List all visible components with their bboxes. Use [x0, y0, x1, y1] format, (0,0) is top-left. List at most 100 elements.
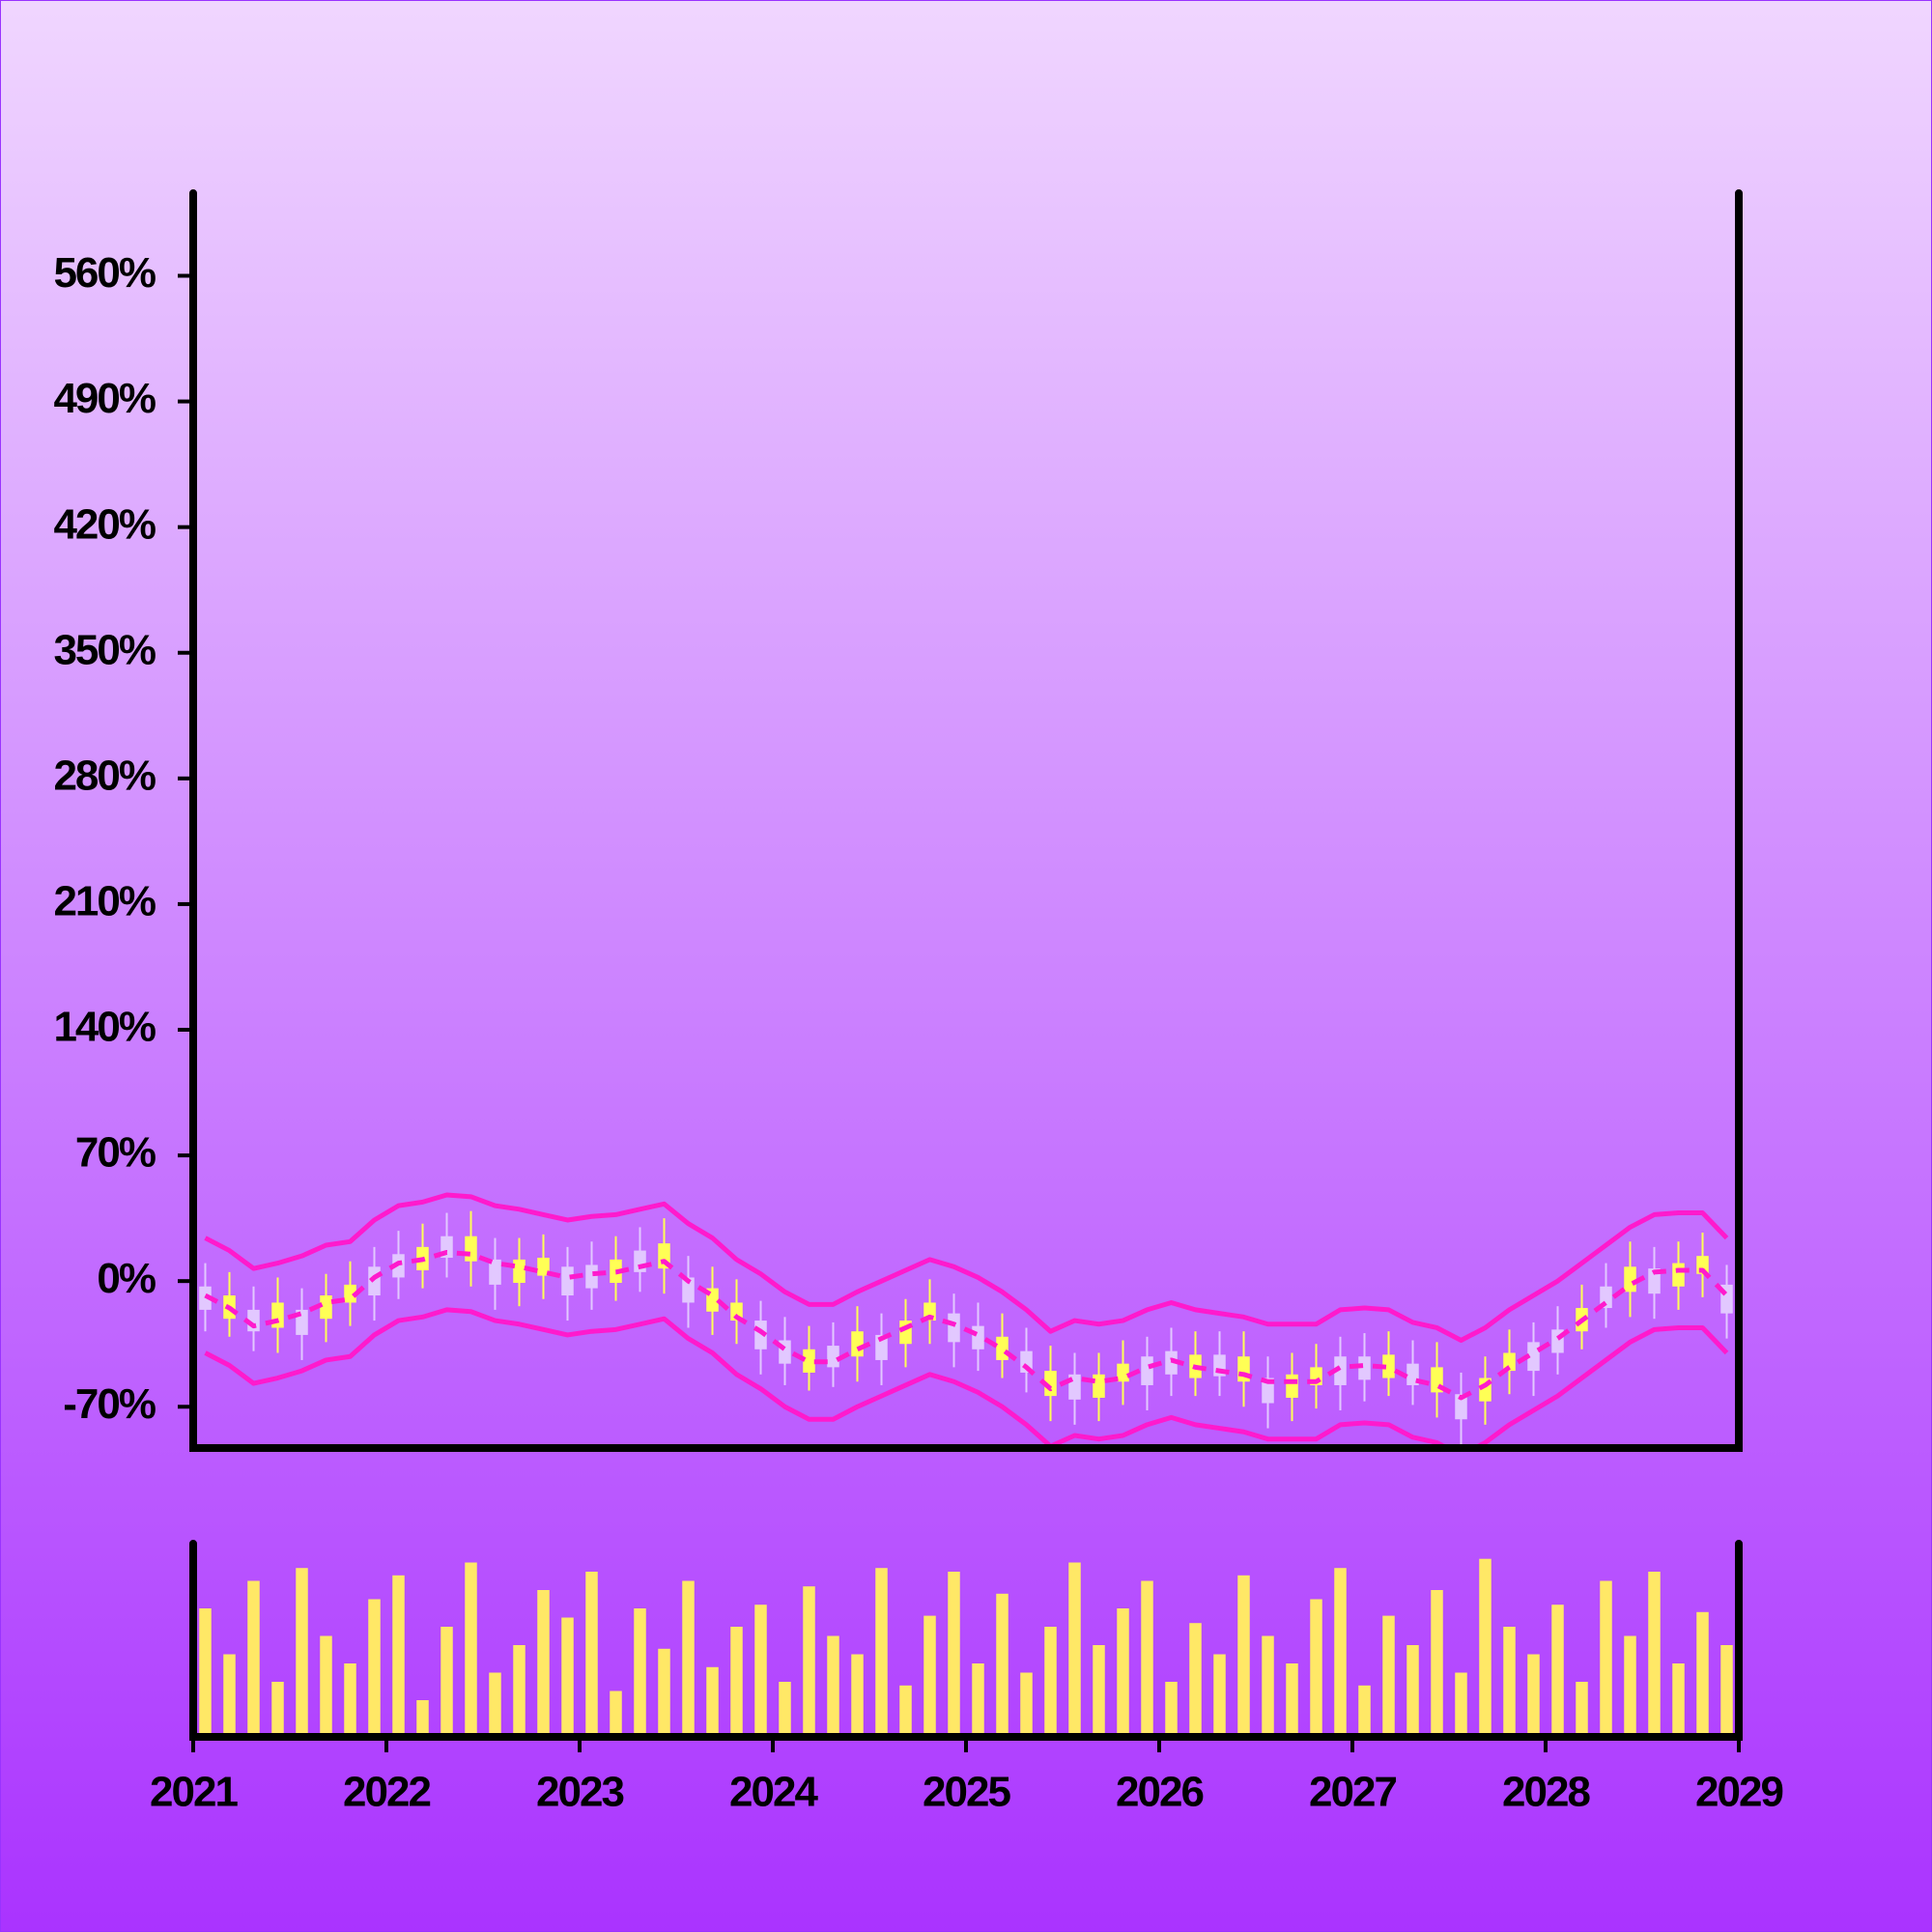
- candle-body: [489, 1259, 501, 1285]
- candle-body: [803, 1349, 815, 1373]
- candle-body: [972, 1325, 984, 1350]
- volume-bar: [1431, 1590, 1443, 1737]
- volume-bar: [1044, 1627, 1057, 1737]
- volume-bar: [1189, 1623, 1202, 1737]
- volume-bar: [1093, 1645, 1105, 1737]
- volume-bar: [1503, 1627, 1516, 1737]
- candle-body: [1117, 1363, 1129, 1382]
- candle-body: [682, 1277, 695, 1303]
- y-tick-label: 350%: [53, 626, 155, 673]
- candle-body: [948, 1313, 960, 1343]
- candle-body: [1624, 1266, 1636, 1293]
- candle-body: [1358, 1356, 1371, 1380]
- y-tick-label: -70%: [63, 1380, 156, 1428]
- candle-body: [1262, 1378, 1274, 1404]
- volume-bar: [537, 1590, 550, 1737]
- y-tick-label: 420%: [53, 500, 155, 548]
- lower-band: [204, 1307, 1729, 1448]
- volume-bar: [875, 1568, 888, 1737]
- volume-bar: [706, 1666, 719, 1737]
- y-tick-label: 560%: [53, 249, 155, 297]
- volume-bar: [1600, 1580, 1612, 1737]
- x-tick-label: 2026: [1116, 1769, 1203, 1816]
- volume-bar: [1551, 1605, 1564, 1737]
- volume-bar: [344, 1663, 356, 1737]
- candle-body: [875, 1334, 888, 1360]
- candle-body: [368, 1266, 381, 1296]
- volume-bar: [730, 1627, 743, 1737]
- volume-bar: [561, 1617, 574, 1737]
- candle-body: [1455, 1394, 1467, 1420]
- volume-bar: [754, 1605, 767, 1737]
- candle-body: [344, 1284, 356, 1303]
- volume-bar: [1576, 1682, 1588, 1737]
- volume-bar: [489, 1672, 501, 1737]
- volume-bar: [972, 1663, 984, 1737]
- candle-body: [1406, 1363, 1419, 1385]
- volume-bar: [1141, 1580, 1153, 1737]
- volume-bar: [392, 1575, 405, 1737]
- x-tick-label: 2029: [1695, 1769, 1782, 1816]
- volume-area: [199, 1558, 1733, 1737]
- volume-bar: [610, 1690, 622, 1737]
- y-tick-label: 140%: [53, 1004, 155, 1051]
- volume-bar: [1527, 1654, 1540, 1737]
- volume-bar: [1672, 1663, 1685, 1737]
- volume-bar: [1696, 1611, 1709, 1737]
- volume-bar: [1455, 1672, 1467, 1737]
- x-tick-label: 2025: [923, 1769, 1010, 1816]
- volume-bar: [320, 1635, 332, 1737]
- volume-bar: [1020, 1672, 1033, 1737]
- candle-body: [1093, 1374, 1105, 1398]
- candle-body: [537, 1258, 550, 1276]
- volume-bar: [1334, 1568, 1347, 1737]
- candle-body: [465, 1236, 477, 1262]
- candle-body: [1044, 1371, 1057, 1397]
- volume-bar: [996, 1593, 1009, 1737]
- axes: -70% 0% 70% 140% 210% 280% 350% 420% 490% 560% 202…: [53, 189, 1784, 1816]
- x-tick-label: 2021: [150, 1769, 238, 1816]
- candle-body: [1672, 1263, 1685, 1287]
- volume-bar: [1479, 1558, 1492, 1737]
- candle-body: [1165, 1350, 1178, 1375]
- volume-bar: [368, 1599, 381, 1737]
- volume-bar: [1262, 1635, 1274, 1737]
- volume-bar: [1720, 1645, 1733, 1737]
- volume-bar: [779, 1682, 791, 1737]
- volume-bar: [1382, 1615, 1395, 1737]
- candle-body: [1648, 1268, 1661, 1294]
- volume-bar: [923, 1615, 936, 1737]
- volume-bar: [199, 1608, 212, 1737]
- y-tick-label: 210%: [53, 878, 155, 925]
- volume-bar: [465, 1562, 477, 1737]
- candle-body: [561, 1266, 574, 1296]
- main-frame: [189, 189, 1743, 1452]
- volume-bar: [513, 1645, 526, 1737]
- candle-body: [585, 1264, 598, 1289]
- volume-bar: [296, 1568, 308, 1737]
- y-tick-label: 70%: [75, 1129, 156, 1177]
- volume-bar: [416, 1700, 429, 1737]
- volume-bar: [948, 1572, 960, 1737]
- x-tick-label: 2028: [1502, 1769, 1590, 1816]
- candle-body: [1382, 1354, 1395, 1378]
- candle-body: [851, 1331, 864, 1357]
- candle-body: [320, 1295, 332, 1320]
- upper-band: [204, 1192, 1729, 1343]
- volume-bar: [1648, 1572, 1661, 1737]
- candle-body: [827, 1346, 839, 1368]
- volume-bar: [1624, 1635, 1636, 1737]
- volume-bar: [1068, 1562, 1081, 1737]
- plot-area: [199, 1192, 1733, 1448]
- volume-bar: [1406, 1645, 1419, 1737]
- volume-bar: [1213, 1654, 1226, 1737]
- x-tick-label: 2022: [343, 1769, 430, 1816]
- candle-body: [1334, 1356, 1347, 1385]
- candle-body: [1286, 1374, 1298, 1398]
- volume-bar: [1165, 1682, 1178, 1737]
- candle-body: [996, 1336, 1009, 1360]
- volume-bar: [1310, 1599, 1322, 1737]
- volume-bar: [803, 1586, 815, 1737]
- candle-body: [1503, 1352, 1516, 1372]
